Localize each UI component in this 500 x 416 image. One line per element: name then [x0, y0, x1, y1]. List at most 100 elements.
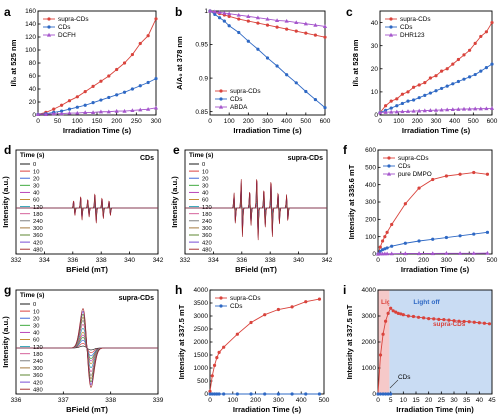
x-tick-label: 339	[153, 397, 164, 404]
x-tick-label: 5	[389, 397, 393, 404]
data-point	[322, 24, 328, 29]
data-point	[265, 23, 270, 27]
plot-frame	[184, 149, 328, 255]
panel-label: e	[173, 143, 180, 157]
data-point	[391, 309, 395, 313]
data-point	[427, 317, 431, 321]
legend-label: 0	[202, 162, 205, 168]
panel-label: d	[4, 143, 11, 157]
x-tick-label: 300	[151, 118, 162, 125]
data-point	[99, 79, 103, 83]
y-axis-label: Intensity at 335.6 mT	[347, 164, 356, 239]
legend-label: 240	[33, 219, 43, 225]
data-point	[256, 21, 260, 25]
x-tick-label: 342	[153, 257, 164, 264]
y-tick-label: 3500	[194, 300, 209, 307]
legend-label: CDs	[398, 163, 410, 170]
legend-label: 240	[202, 219, 212, 225]
data-point	[215, 356, 219, 360]
data-point	[146, 106, 151, 111]
x-tick-label: 20	[425, 397, 433, 404]
legend-marker	[389, 17, 393, 21]
data-point	[59, 111, 64, 116]
data-point	[217, 350, 221, 354]
y-tick-label: 300	[365, 199, 376, 206]
data-point	[433, 107, 439, 112]
legend-label: 420	[33, 380, 43, 386]
y-tick-label: 20	[29, 99, 37, 106]
data-point	[473, 72, 477, 77]
data-point	[447, 318, 451, 322]
data-point	[294, 20, 299, 25]
data-point	[275, 64, 279, 68]
data-point	[222, 10, 227, 15]
x-tick-label: 500	[300, 118, 311, 125]
data-point	[304, 392, 308, 396]
data-point	[400, 109, 405, 114]
data-point	[400, 92, 404, 96]
data-point	[467, 106, 472, 111]
legend-label: 20	[33, 176, 39, 182]
x-tick-label: 35	[463, 397, 471, 404]
x-tick-label: 337	[58, 397, 69, 404]
data-point	[91, 101, 95, 105]
legend-label: 300	[33, 226, 43, 232]
legend-label: 420	[202, 240, 212, 246]
legend-title: Time (s)	[20, 292, 44, 299]
data-point	[450, 107, 455, 112]
legend-label: 360	[33, 233, 43, 239]
data-point	[472, 320, 476, 324]
data-point	[52, 107, 56, 111]
legend-label: 360	[33, 373, 43, 379]
plot-frame	[15, 149, 159, 255]
data-point	[478, 106, 483, 111]
x-axis-label: Irradiation Time (s)	[402, 126, 471, 135]
legend-title: Time (s)	[189, 152, 213, 159]
data-point	[222, 345, 226, 349]
data-point	[484, 106, 489, 111]
data-point	[458, 172, 462, 176]
x-tick-label: 0	[208, 397, 212, 404]
y-tick-label: 4000	[194, 287, 209, 294]
data-point	[146, 34, 150, 38]
data-point	[389, 106, 393, 110]
x-tick-label: 342	[322, 257, 333, 264]
data-point	[489, 106, 495, 110]
data-point	[383, 235, 387, 239]
y-tick-label: 120	[25, 34, 36, 41]
data-point	[458, 234, 462, 238]
data-point	[403, 251, 408, 256]
plot-frame	[15, 289, 159, 395]
data-point	[236, 12, 241, 17]
data-point	[451, 62, 455, 66]
data-point	[313, 97, 318, 102]
data-point	[445, 67, 449, 71]
data-point	[394, 109, 399, 114]
series-line	[377, 307, 490, 395]
data-point	[471, 251, 476, 255]
legend-label: CDs	[58, 24, 70, 31]
data-point	[274, 18, 280, 22]
legend-label: 360	[202, 233, 212, 239]
panel-label: a	[4, 5, 11, 19]
legend-marker	[388, 32, 394, 37]
data-point	[389, 99, 393, 103]
data-point	[490, 62, 494, 66]
x-tick-label: 0	[36, 118, 40, 125]
data-point	[294, 29, 298, 33]
data-point	[303, 21, 308, 26]
spectrum-line	[185, 179, 327, 241]
data-point	[457, 319, 461, 323]
x-axis-label: Irradiation Time (s)	[233, 405, 302, 414]
data-point	[75, 110, 80, 115]
data-point	[210, 392, 214, 396]
legend-label: ABDA	[230, 104, 248, 111]
y-tick-label: 0.85	[195, 109, 208, 116]
x-axis-label: Irradiation Time (s)	[63, 126, 132, 135]
x-tick-label: 200	[243, 118, 254, 125]
spectrum-line	[16, 308, 158, 388]
data-point	[285, 27, 289, 31]
data-point	[313, 22, 318, 27]
data-point	[428, 76, 432, 80]
y-tick-label: 4000	[362, 287, 377, 294]
